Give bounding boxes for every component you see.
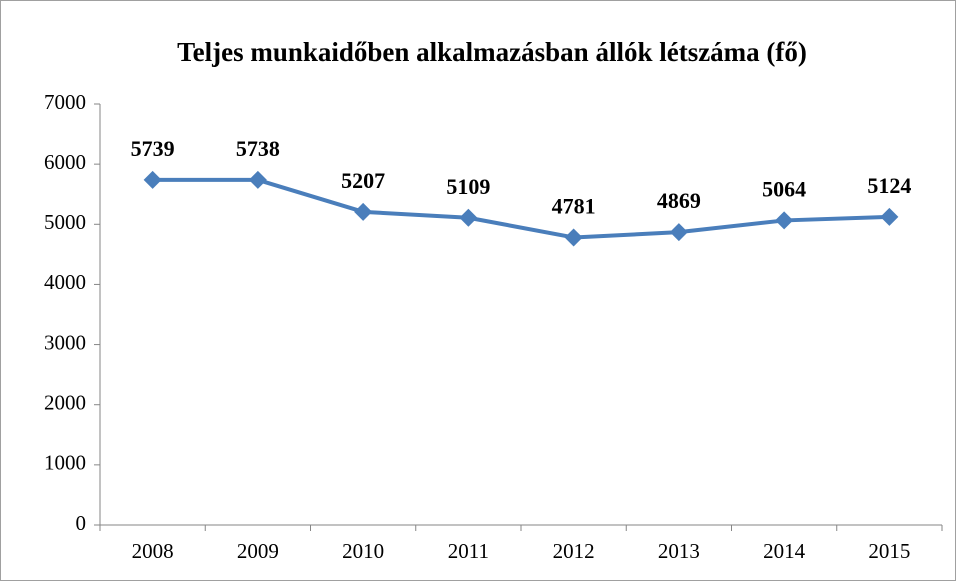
marker [248, 170, 267, 189]
marker [669, 223, 688, 242]
data-label: 5738 [236, 136, 280, 161]
x-tick-label: 2014 [763, 539, 806, 563]
y-tick-label: 2000 [44, 391, 86, 415]
data-label: 4781 [552, 194, 596, 219]
x-tick-label: 2009 [237, 539, 279, 563]
y-tick-label: 3000 [44, 330, 86, 354]
x-tick-label: 2013 [658, 539, 700, 563]
data-label: 5739 [131, 136, 175, 161]
data-label: 5064 [762, 176, 806, 201]
marker [459, 208, 478, 227]
y-tick-label: 4000 [44, 270, 86, 294]
marker [564, 228, 583, 247]
marker [775, 211, 794, 230]
data-label: 5207 [341, 168, 385, 193]
data-label: 5124 [867, 173, 911, 198]
x-tick-label: 2015 [868, 539, 910, 563]
x-tick-label: 2010 [342, 539, 384, 563]
marker [354, 202, 373, 221]
y-tick-label: 5000 [44, 210, 86, 234]
y-tick-label: 0 [76, 511, 87, 535]
y-tick-label: 6000 [44, 150, 86, 174]
line [152, 177, 890, 240]
x-tick-label: 2008 [132, 539, 174, 563]
y-tick-label: 7000 [44, 90, 86, 114]
marker [143, 170, 162, 189]
data-label: 5109 [446, 174, 490, 199]
chart-title: Teljes munkaidőben alkalmazásban állók l… [177, 37, 807, 67]
y-tick-label: 1000 [44, 451, 86, 475]
data-label: 4869 [657, 188, 701, 213]
x-tick-label: 2011 [448, 539, 489, 563]
marker [880, 207, 899, 226]
x-tick-label: 2012 [553, 539, 595, 563]
